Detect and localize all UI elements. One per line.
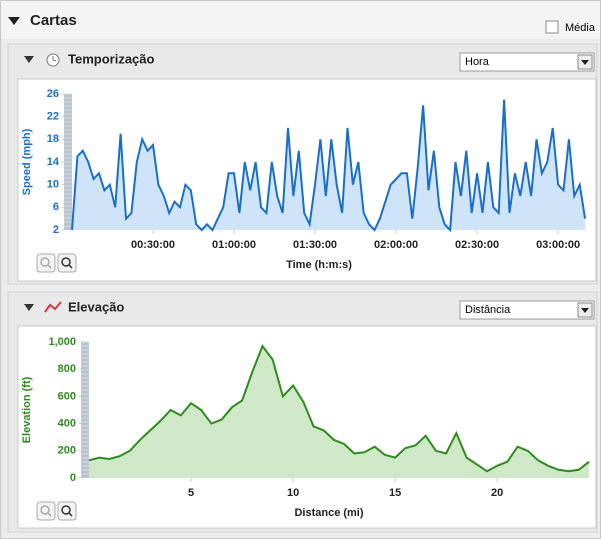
x-tick-label: 20 bbox=[491, 487, 503, 499]
x-axis-title: Time (h:m:s) bbox=[286, 259, 352, 271]
zoom-icon bbox=[61, 257, 71, 267]
x-axis-title: Distance (mi) bbox=[294, 507, 363, 519]
x-tick-label: 10 bbox=[287, 487, 299, 499]
collapse-icon[interactable] bbox=[8, 17, 20, 25]
x-tick-label: 01:30:00 bbox=[293, 239, 337, 251]
checkbox-label: Média bbox=[565, 22, 596, 34]
zoom-button[interactable] bbox=[36, 253, 56, 273]
dropdown-value: Distância bbox=[465, 304, 511, 316]
y-tick-label: 22 bbox=[47, 111, 59, 123]
zoom-icon bbox=[68, 264, 73, 269]
y-tick-label: 18 bbox=[47, 133, 59, 145]
y-tick-label: 0 bbox=[70, 472, 76, 484]
zoom-icon bbox=[68, 512, 73, 517]
collapse-icon[interactable] bbox=[24, 304, 34, 311]
zoom-button[interactable] bbox=[57, 501, 77, 521]
panel-title: Elevação bbox=[68, 299, 124, 314]
x-tick-label: 00:30:00 bbox=[131, 239, 175, 251]
y-tick-label: 14 bbox=[47, 156, 60, 168]
y-tick-label: 6 bbox=[53, 201, 59, 213]
dropdown-arrow bbox=[581, 308, 589, 313]
zoom-button[interactable] bbox=[36, 501, 56, 521]
area-fill bbox=[72, 99, 586, 230]
dropdown[interactable] bbox=[459, 52, 595, 72]
zoom-icon bbox=[40, 505, 50, 515]
collapse-icon[interactable] bbox=[24, 56, 34, 63]
y-tick-label: 400 bbox=[58, 418, 76, 430]
x-tick-label: 03:00:00 bbox=[536, 239, 580, 251]
y-tick-label: 2 bbox=[53, 224, 59, 236]
panel-title: Temporização bbox=[68, 51, 155, 66]
zoom-icon bbox=[61, 505, 71, 515]
x-tick-label: 5 bbox=[188, 487, 194, 499]
y-tick-label: 800 bbox=[58, 363, 76, 375]
x-tick-label: 02:00:00 bbox=[374, 239, 418, 251]
checkbox[interactable] bbox=[545, 20, 559, 34]
y-tick-label: 26 bbox=[47, 88, 59, 100]
area-fill bbox=[89, 346, 589, 478]
y-tick-label: 600 bbox=[58, 390, 76, 402]
header-title: Cartas bbox=[30, 12, 77, 29]
zoom-button[interactable] bbox=[57, 253, 77, 273]
dropdown[interactable] bbox=[459, 300, 595, 320]
y-tick-label: 1,000 bbox=[48, 336, 76, 348]
x-tick-label: 01:00:00 bbox=[212, 239, 256, 251]
elevation-icon bbox=[44, 301, 62, 313]
y-tick-label: 200 bbox=[58, 445, 76, 457]
y-axis-title: Speed (mph) bbox=[21, 128, 33, 195]
zoom-icon bbox=[47, 264, 52, 269]
zoom-icon bbox=[40, 257, 50, 267]
line bbox=[71, 99, 587, 233]
dropdown-arrow bbox=[581, 60, 589, 65]
zoom-icon bbox=[47, 512, 52, 517]
dropdown-value: Hora bbox=[465, 56, 490, 68]
y-tick-label: 10 bbox=[47, 179, 59, 191]
header-bar bbox=[1, 1, 600, 39]
x-tick-label: 15 bbox=[389, 487, 401, 499]
line bbox=[88, 344, 590, 473]
clock-hands bbox=[52, 56, 57, 62]
y-axis-title: Elevation (ft) bbox=[21, 376, 33, 443]
x-tick-label: 02:30:00 bbox=[455, 239, 499, 251]
